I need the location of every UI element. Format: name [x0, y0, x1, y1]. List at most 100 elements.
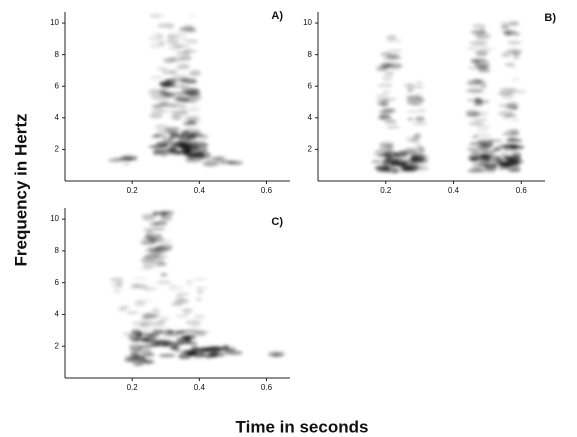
spectrogram-blob: [153, 31, 160, 35]
spectrogram-blob: [171, 345, 181, 351]
spectrogram-blob: [486, 159, 495, 164]
spectrogram-blob: [511, 129, 520, 136]
spectrogram-blob: [185, 157, 203, 163]
spectrogram-blob: [500, 144, 517, 149]
spectrogram-blob: [512, 51, 521, 57]
spectrogram-blob: [135, 298, 153, 303]
spectrogram-blob: [224, 350, 243, 356]
spectrogram-blob: [149, 321, 164, 327]
spectrogram-blob: [417, 146, 425, 153]
spectrogram-blob: [140, 317, 151, 320]
spectrogram-blob: [377, 116, 387, 120]
spectrogram-texture: [110, 210, 287, 367]
spectrogram-blob: [180, 131, 191, 137]
spectrogram-blob: [173, 301, 189, 305]
spectrogram-blob: [386, 116, 393, 120]
spectrogram-blob: [185, 320, 202, 325]
spectrogram-blob: [470, 29, 487, 35]
spectrogram-blob: [498, 167, 505, 171]
spectrogram-blob: [184, 50, 194, 53]
spectrogram-blob: [503, 166, 521, 171]
spectrogram-blob: [160, 144, 168, 148]
spectrogram-blob: [371, 160, 384, 164]
spectrogram-blob: [131, 329, 142, 335]
x-tick-label: 0.4: [194, 186, 206, 195]
spectrogram-blob: [222, 345, 230, 351]
spectrogram-blob: [150, 109, 165, 114]
spectrogram-blob: [466, 121, 484, 125]
spectrogram-blob: [475, 50, 488, 57]
spectrogram-blob: [500, 53, 511, 58]
spectrogram-blob: [475, 124, 492, 128]
x-tick-label: 0.2: [127, 383, 139, 392]
spectrogram-blob: [146, 229, 153, 235]
spectrogram-blob: [169, 284, 177, 289]
spectrogram-blob: [195, 298, 203, 301]
spectrogram-blob: [393, 167, 403, 172]
spectrogram-blob: [502, 115, 511, 120]
spectrogram-blob: [159, 329, 167, 335]
spectrogram-blob: [138, 333, 156, 337]
spectrogram-blob: [196, 289, 204, 295]
spectrogram-blob: [386, 145, 394, 151]
spectrogram-blob: [472, 78, 484, 82]
spectrogram-blob: [483, 168, 496, 173]
panel-label: B): [544, 12, 556, 24]
spectrogram-blob: [373, 149, 392, 155]
spectrogram-blob: [140, 322, 149, 329]
spectrogram-blob: [181, 99, 199, 104]
spectrogram-blob: [393, 152, 408, 158]
spectrogram-blob: [499, 21, 513, 26]
spectrogram-blob: [406, 117, 414, 121]
spectrogram-blob: [167, 136, 175, 140]
spectrogram-blob: [511, 77, 520, 81]
spectrogram-blob: [377, 83, 394, 88]
spectrogram-blob: [472, 118, 488, 122]
spectrogram-blob: [145, 237, 155, 241]
spectrogram-blob: [142, 216, 156, 221]
spectrogram-blob: [175, 337, 193, 343]
spectrogram-blob: [110, 277, 124, 283]
spectrogram-blob: [119, 157, 133, 161]
spectrogram-blob: [158, 316, 171, 321]
y-tick-label: 2: [308, 145, 313, 154]
spectrogram-blob: [209, 351, 219, 358]
spectrogram-blob: [166, 141, 175, 145]
spectrogram-blob: [502, 155, 513, 161]
spectrogram-blob: [406, 139, 419, 143]
spectrogram-blob: [203, 349, 211, 353]
spectrogram-blob: [184, 24, 194, 29]
y-tick-label: 10: [303, 18, 312, 27]
spectrogram-blob: [153, 148, 168, 154]
spectrogram-blob: [479, 26, 486, 31]
spectrogram-blob: [158, 353, 176, 358]
spectrogram-blob: [199, 156, 217, 160]
spectrogram-blob: [381, 75, 394, 81]
spectrogram-blob: [185, 137, 192, 140]
spectrogram-blob: [193, 354, 211, 357]
spectrogram-blob: [468, 65, 479, 70]
spectrogram-blob: [406, 109, 419, 114]
spectrogram-blob: [187, 140, 205, 145]
spectrogram-blob: [386, 34, 397, 41]
spectrogram-blob: [149, 227, 166, 231]
spectrogram-blob: [384, 71, 395, 76]
spectrogram-blob: [166, 330, 175, 334]
spectrogram-blob: [168, 132, 180, 136]
spectrogram-blob: [408, 85, 425, 89]
x-tick-label: 0.2: [380, 186, 392, 195]
spectrogram-blob: [144, 351, 154, 356]
spectrogram-blob: [183, 310, 191, 316]
spectrogram-blob: [395, 163, 408, 167]
spectrogram-blob: [174, 350, 184, 353]
spectrogram-blob: [175, 314, 188, 318]
spectrogram-blob: [194, 314, 206, 320]
spectrogram-blob: [185, 279, 194, 286]
spectrogram-blob: [376, 169, 392, 173]
spectrogram-blob: [494, 158, 503, 163]
spectrogram-blob: [204, 160, 219, 165]
spectrogram-blob: [159, 80, 172, 86]
spectrogram-blob: [505, 138, 523, 143]
